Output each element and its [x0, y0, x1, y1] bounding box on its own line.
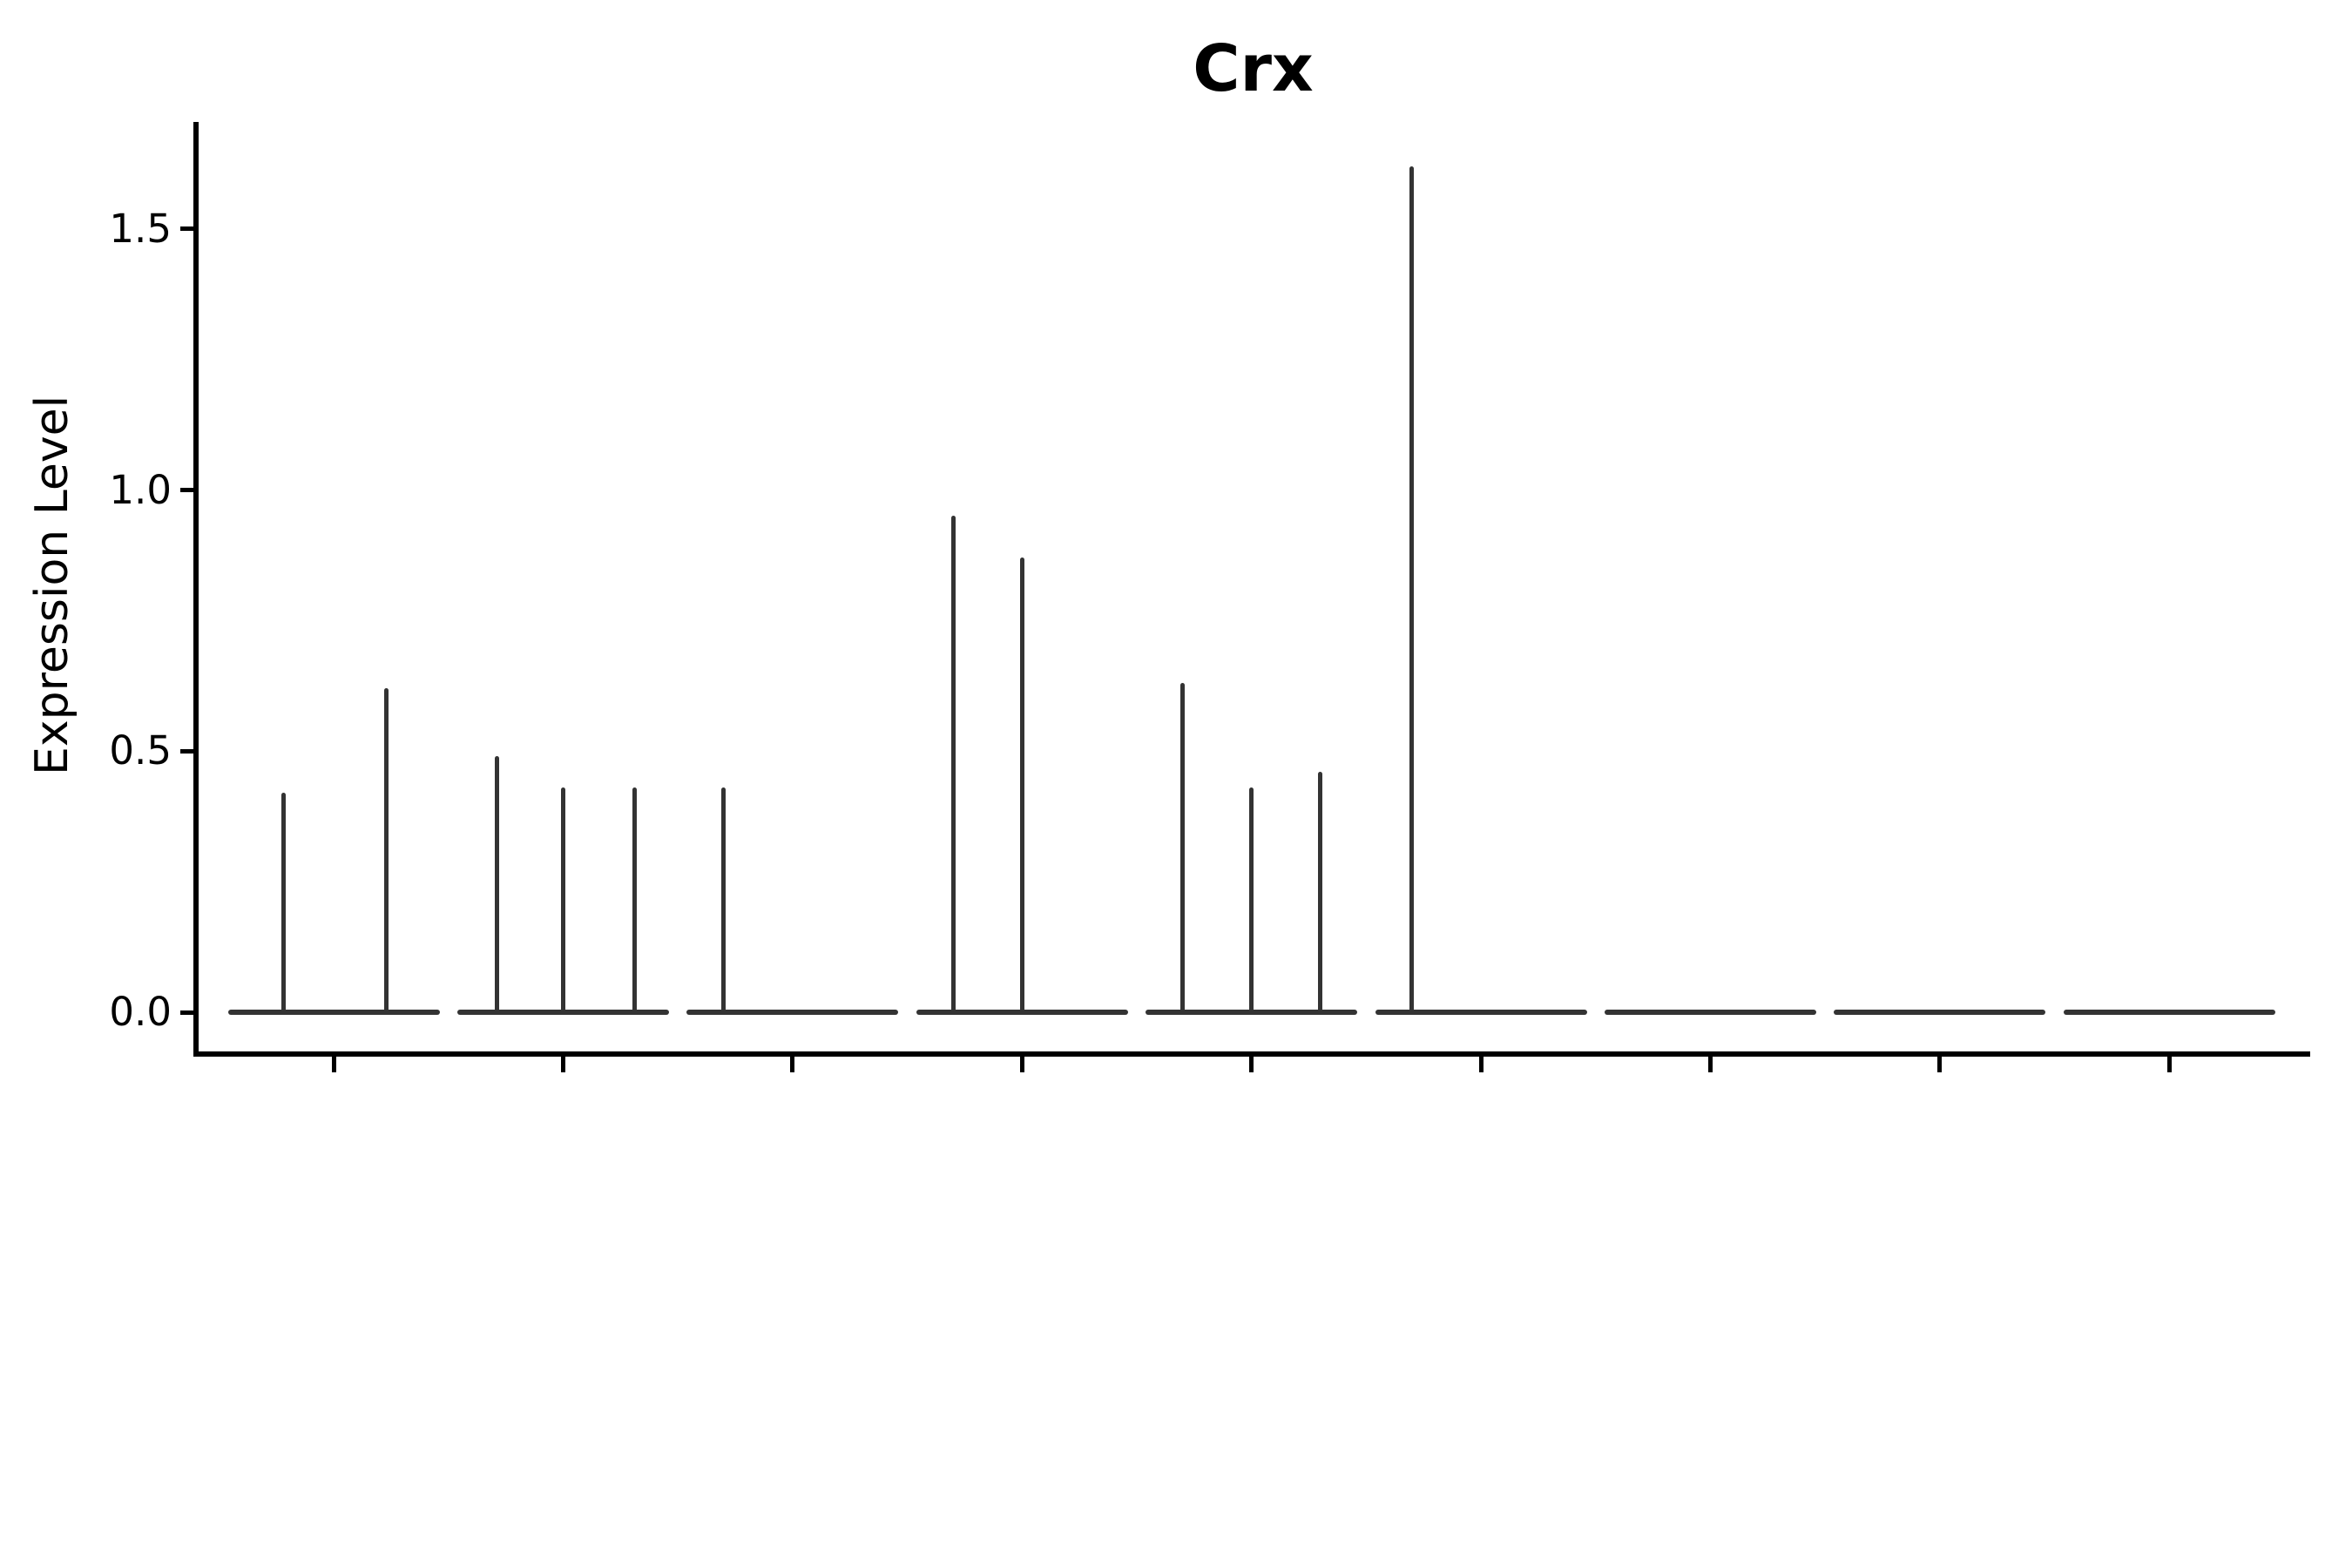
x-tick-mark	[1019, 1057, 1024, 1072]
x-tick-mark	[1707, 1057, 1713, 1072]
violin-baseline	[1834, 1010, 2046, 1015]
plot-title: Crx	[1193, 31, 1314, 106]
violin-spike	[1019, 558, 1024, 1014]
violin-spike	[494, 756, 499, 1014]
x-tick-mark	[1937, 1057, 1943, 1072]
y-tick-label: 0.0	[109, 989, 172, 1035]
y-tick-label: 0.5	[109, 727, 172, 774]
x-tick-mark	[790, 1057, 795, 1072]
violin-spike	[384, 688, 389, 1014]
x-tick-mark	[331, 1057, 336, 1072]
violin-spike	[1409, 166, 1415, 1014]
violin-baseline	[2063, 1010, 2275, 1015]
violin-baseline	[1604, 1010, 1816, 1015]
x-tick-mark	[1478, 1057, 1484, 1072]
x-tick-mark	[560, 1057, 565, 1072]
y-tick-mark	[180, 488, 193, 492]
violin-spike	[1318, 772, 1323, 1014]
y-tick-mark	[180, 1010, 193, 1015]
violin-spike	[721, 787, 727, 1014]
violin-spike	[950, 516, 956, 1014]
y-axis-spine	[193, 122, 199, 1057]
violin-baseline	[686, 1010, 899, 1015]
x-tick-mark	[2166, 1057, 2172, 1072]
violin-baseline	[1375, 1010, 1587, 1015]
violin-spike	[632, 787, 637, 1014]
y-tick-mark	[180, 748, 193, 754]
x-tick-mark	[1249, 1057, 1254, 1072]
y-tick-mark	[180, 226, 193, 232]
x-axis-spine	[193, 1051, 2310, 1057]
y-tick-label: 1.5	[109, 205, 172, 252]
y-tick-label: 1.0	[109, 466, 172, 513]
y-axis-label: Expression Level	[26, 395, 78, 776]
violin-spike	[560, 787, 565, 1014]
violin-spike	[1180, 683, 1186, 1014]
violin-spike	[280, 793, 286, 1014]
violin-baseline	[227, 1010, 440, 1015]
violin-spike	[1249, 787, 1254, 1014]
